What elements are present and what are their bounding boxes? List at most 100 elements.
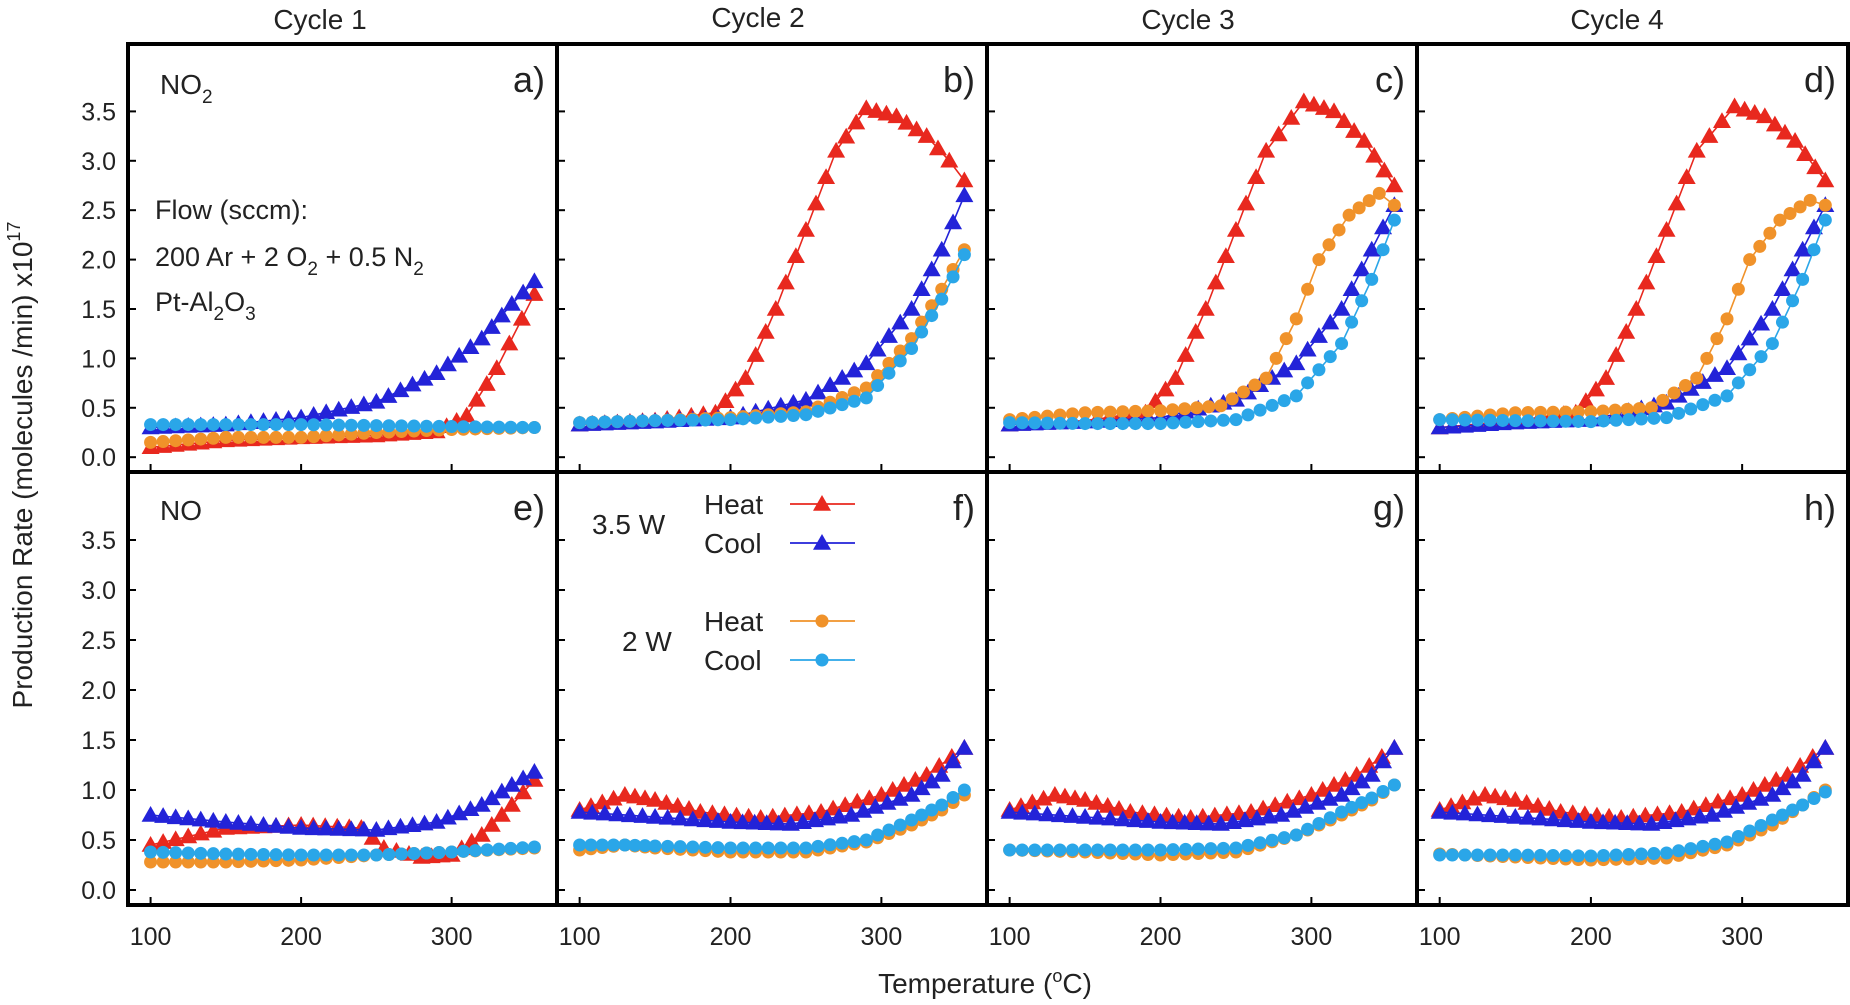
data-point (1000, 803, 1019, 819)
data-point (1146, 392, 1165, 408)
data-point (1309, 327, 1328, 343)
data-point (1584, 415, 1598, 429)
y-tick-label: 2.0 (81, 677, 116, 705)
data-point (307, 418, 321, 432)
series-2-w-cool (1003, 213, 1401, 431)
data-point (1576, 392, 1595, 408)
legend-power-2w: 2 W (622, 626, 672, 657)
data-point (445, 420, 459, 434)
data-point (282, 430, 296, 444)
data-point (1786, 803, 1800, 817)
data-point (1345, 122, 1364, 138)
data-point (1365, 791, 1379, 805)
data-point (1644, 401, 1658, 415)
data-point (1743, 824, 1757, 838)
data-point (1725, 97, 1744, 114)
data-point (1693, 373, 1712, 389)
data-point (329, 820, 348, 836)
data-point (595, 804, 614, 821)
data-point (156, 418, 170, 432)
data-point (935, 292, 949, 306)
data-point (633, 807, 652, 823)
data-point (1470, 413, 1484, 427)
data-point (897, 113, 916, 130)
y-tick-label: 2.5 (81, 627, 116, 655)
data-point (456, 844, 470, 858)
data-point (482, 318, 501, 334)
data-point (1753, 239, 1767, 253)
data-point (1687, 141, 1706, 158)
x-tick-label: 100 (130, 923, 172, 951)
data-point (957, 783, 971, 797)
data-point (1818, 213, 1832, 227)
data-point (761, 410, 775, 424)
data-point (1332, 299, 1351, 316)
data-point (1154, 843, 1168, 857)
y-tick-label: 1.5 (81, 727, 116, 755)
data-point (1332, 223, 1346, 237)
data-point (1528, 797, 1547, 813)
data-point (382, 848, 396, 861)
data-point (1546, 414, 1560, 428)
data-point (1609, 413, 1623, 427)
data-point (1672, 844, 1686, 858)
data-point (156, 845, 170, 859)
data-point (1634, 412, 1648, 426)
data-point (480, 420, 494, 434)
data-point (244, 430, 258, 444)
data-point (1376, 785, 1390, 798)
data-point (1374, 218, 1393, 235)
x-tick-label: 200 (1140, 923, 1182, 951)
data-point (946, 791, 960, 804)
y-tick-label: 2.5 (81, 197, 116, 225)
data-point (527, 421, 541, 435)
data-point (761, 841, 775, 855)
data-point (871, 828, 885, 842)
data-point (1763, 786, 1782, 802)
data-point (1816, 739, 1835, 755)
row-label-no: NO (160, 495, 202, 526)
data-point (1597, 414, 1611, 428)
data-point (1179, 415, 1193, 429)
data-point (141, 806, 160, 822)
data-point (1804, 218, 1823, 235)
data-point (1236, 385, 1250, 399)
data-point (1818, 785, 1832, 799)
data-point (1735, 100, 1754, 117)
data-point (1365, 272, 1379, 286)
data-point (1214, 399, 1228, 413)
data-point (1468, 805, 1487, 822)
data-point (1116, 405, 1130, 419)
data-point (657, 794, 676, 810)
data-point (854, 802, 873, 818)
data-point (219, 847, 233, 861)
data-point (445, 845, 459, 859)
data-point (1065, 843, 1079, 857)
data-point (1229, 413, 1243, 427)
data-point (766, 299, 785, 316)
data-point (871, 369, 885, 383)
data-point (1126, 811, 1145, 828)
data-point (786, 247, 805, 264)
data-point (1178, 402, 1192, 416)
data-point (219, 418, 233, 432)
x-tick-label: 300 (431, 923, 473, 951)
data-point (1430, 418, 1449, 435)
data-point (957, 248, 971, 262)
y-tick-label: 0.5 (81, 827, 116, 855)
data-point (1508, 848, 1522, 862)
data-point (1672, 406, 1686, 420)
data-point (1355, 294, 1369, 308)
data-point (1101, 809, 1120, 826)
data-point (847, 113, 866, 130)
data-point (1320, 790, 1339, 806)
data-point (427, 364, 446, 380)
data-point (1141, 417, 1155, 431)
data-point (1700, 127, 1719, 143)
data-point (1301, 822, 1315, 836)
data-point (1225, 392, 1239, 406)
data-point (661, 839, 675, 853)
series-2-w-cool (573, 783, 971, 855)
data-point (154, 807, 173, 823)
data-point (420, 846, 434, 860)
